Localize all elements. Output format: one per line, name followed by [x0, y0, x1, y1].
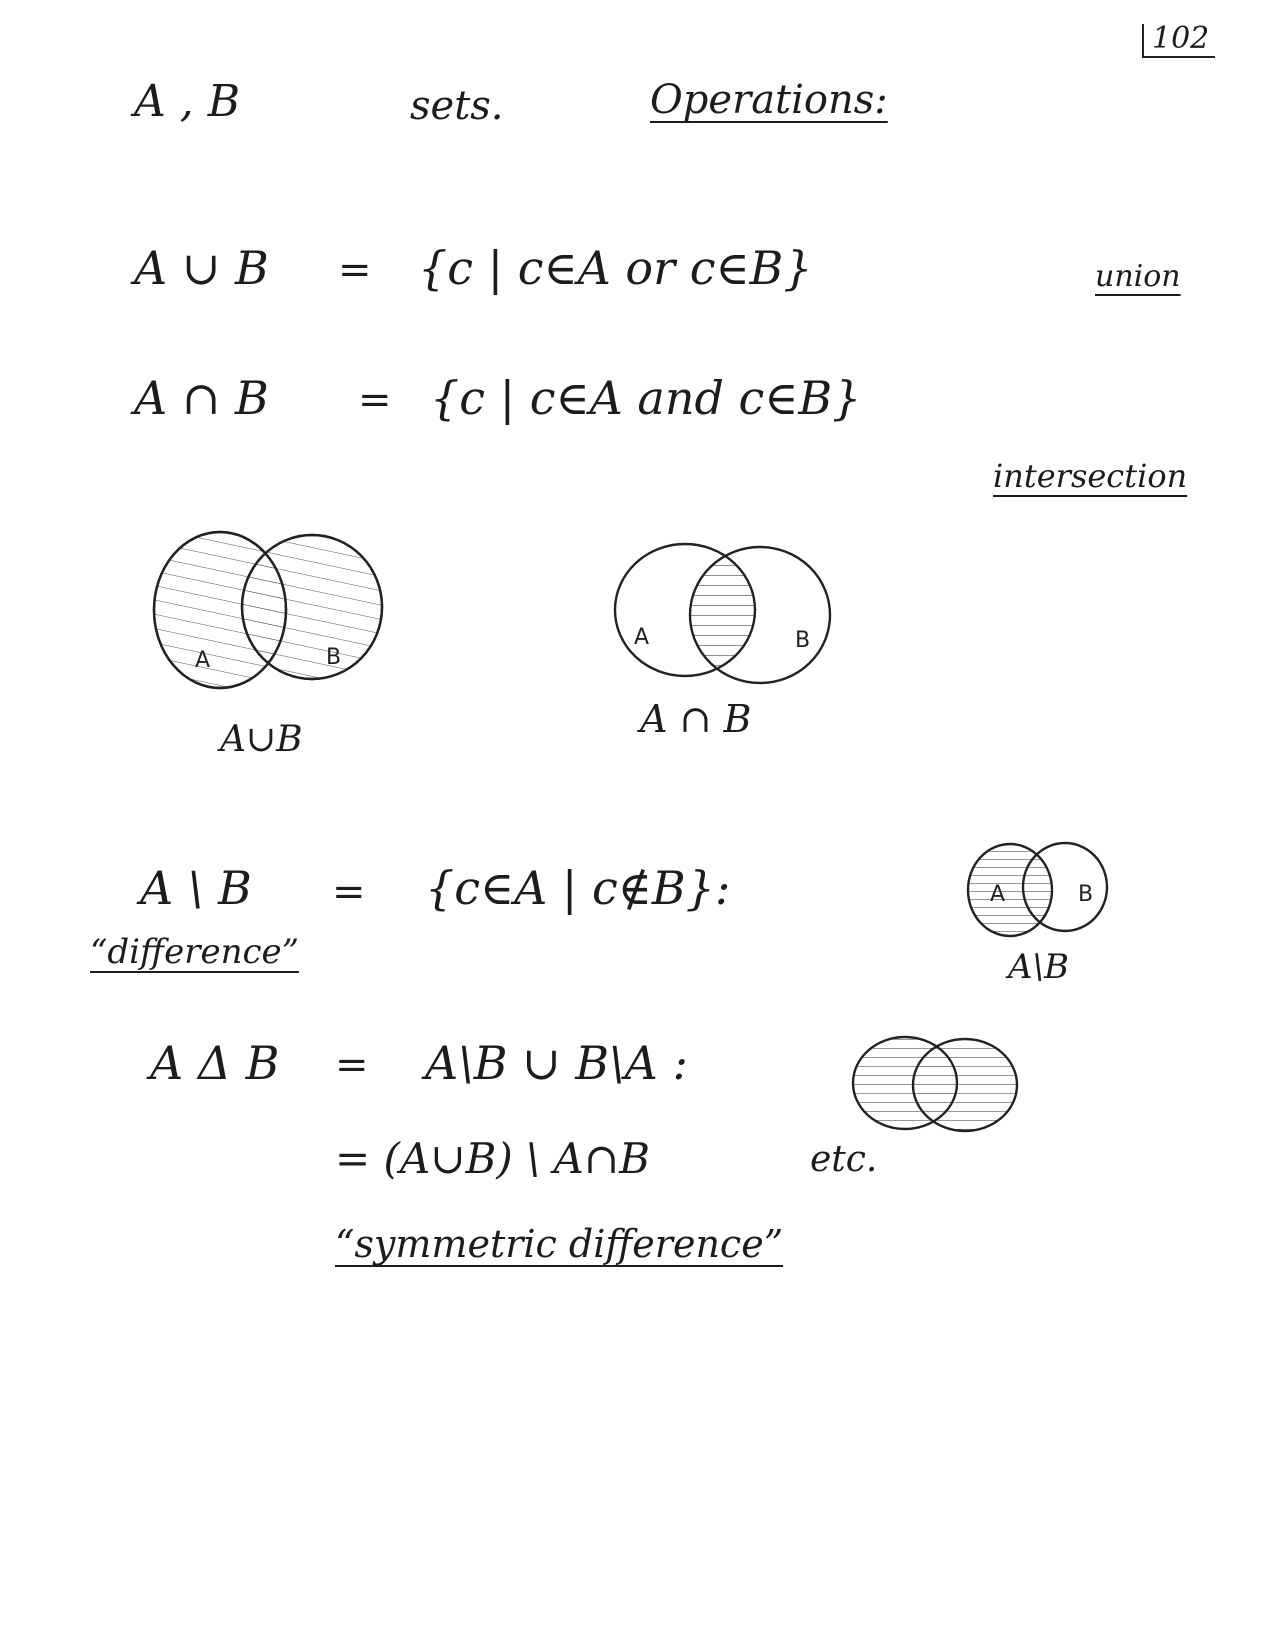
- symmetric-rhs1: A\B ∪ B\A :: [425, 1036, 688, 1090]
- intersection-venn-diagram: [613, 542, 832, 685]
- union-venn-caption: A∪B: [220, 719, 303, 760]
- intersection-eq: =: [358, 377, 392, 423]
- intersection-rhs: {c | c∈A and c∈B}: [430, 371, 862, 425]
- intersection-name: intersection: [993, 457, 1188, 495]
- intersection-venn-label-a: A: [634, 625, 650, 650]
- heading-operations: Operations:: [650, 77, 888, 123]
- heading-sets-word: sets.: [410, 83, 504, 129]
- union-venn-label-a: A: [195, 648, 211, 673]
- difference-rhs: {c∈A | c∉B}:: [425, 861, 731, 915]
- symmetric-eq: =: [335, 1042, 369, 1088]
- union-eq: =: [338, 247, 372, 293]
- symmetric-rhs2: = (A∪B) \ A∩B: [335, 1134, 650, 1183]
- symmetric-name: “symmetric difference”: [335, 1222, 784, 1266]
- symmetric-venn-diagram: [851, 1035, 1019, 1133]
- union-name: union: [1095, 259, 1181, 294]
- difference-venn-label-a: A: [990, 882, 1006, 907]
- intersection-venn-caption: A ∩ B: [640, 697, 752, 741]
- intersection-lhs: A ∩ B: [134, 371, 269, 425]
- heading-sets-vars: A , B: [134, 76, 241, 127]
- difference-venn-diagram: [966, 841, 1109, 938]
- difference-venn-caption: A\B: [1008, 947, 1069, 987]
- symmetric-etc: etc.: [810, 1139, 878, 1180]
- difference-name: “difference”: [90, 932, 300, 972]
- union-venn-diagram: [152, 530, 384, 690]
- union-rhs: {c | c∈A or c∈B}: [418, 241, 813, 295]
- union-lhs: A ∪ B: [134, 241, 269, 295]
- difference-lhs: A \ B: [140, 861, 252, 915]
- union-venn-label-b: B: [326, 645, 342, 670]
- symmetric-lhs: A Δ B: [150, 1036, 280, 1090]
- page-number: 102: [1142, 24, 1216, 58]
- intersection-venn-label-b: B: [795, 628, 811, 653]
- difference-venn-label-b: B: [1078, 882, 1094, 907]
- difference-eq: =: [332, 869, 366, 915]
